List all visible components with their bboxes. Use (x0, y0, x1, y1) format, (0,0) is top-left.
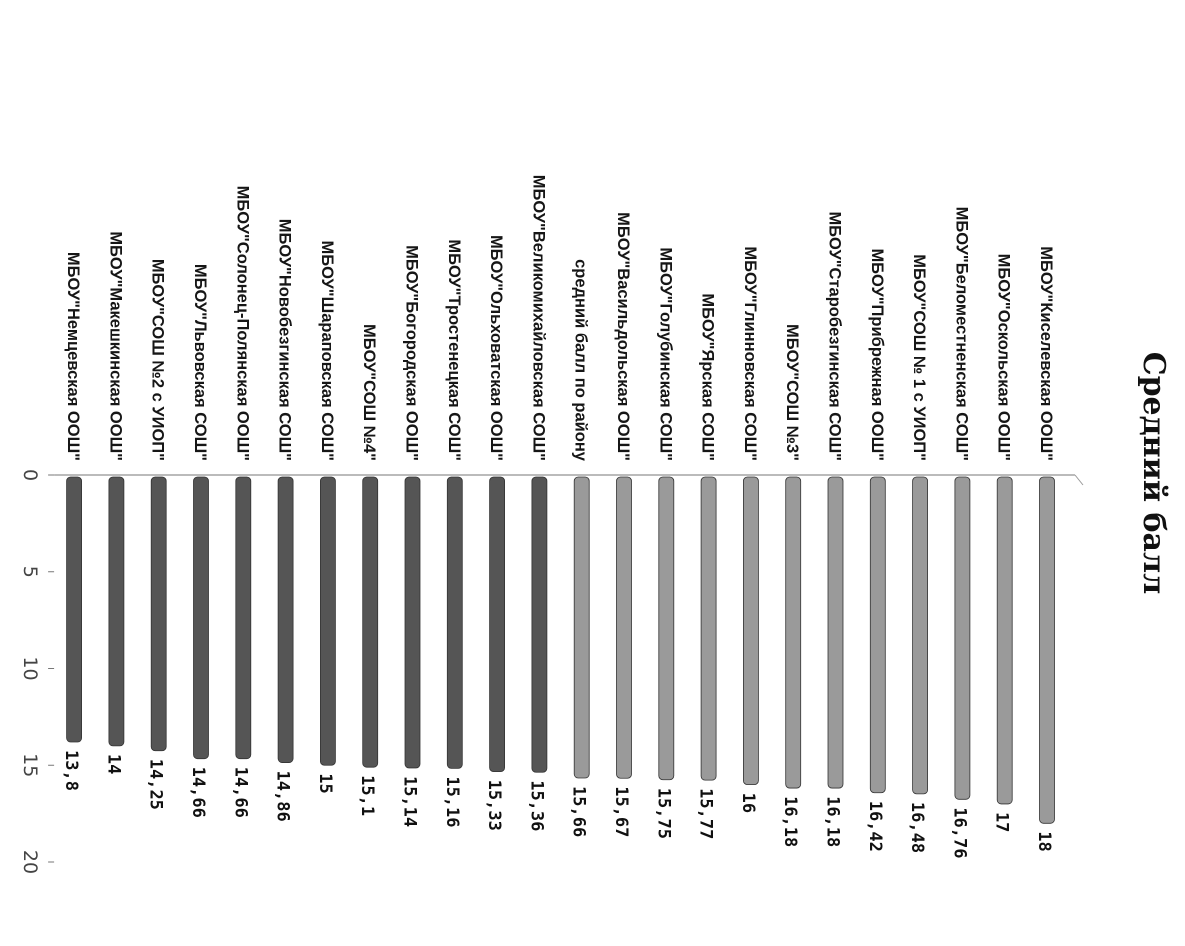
bar (108, 476, 125, 747)
category-label: МБОУ"Оскольская ООШ" (995, 254, 1013, 461)
bar (912, 476, 929, 795)
chart-title: Средний балл (1136, 351, 1171, 595)
category-label: средний балл по району (572, 259, 590, 462)
category-label: МБОУ"Львовская СОШ" (191, 264, 209, 461)
category-label: МБОУ"СОШ №4" (360, 324, 378, 461)
data-label: 14,25 (146, 759, 166, 810)
bar (489, 476, 505, 773)
data-label: 14,86 (273, 771, 293, 822)
category-label: МБОУ"Ольховатская ООШ" (487, 235, 505, 461)
category-label: МБОУ"Великомихайловская СОШ" (529, 175, 547, 461)
bar (1039, 476, 1055, 824)
category-label: МБОУ"Богородская ООШ" (403, 245, 421, 461)
data-label: 15,36 (526, 780, 546, 831)
category-label: МБОУ"Голубинская СОШ" (656, 247, 674, 461)
tick-label: 0 (19, 469, 41, 481)
category-label: МБОУ"СОШ № 1 с УИОП" (910, 254, 928, 461)
bar (235, 476, 252, 760)
category-label: МБОУ"Прибрежная ООШ" (868, 248, 886, 461)
category-label: МБОУ"Новобезгинская СОШ" (276, 219, 294, 461)
category-label: МБОУ"Глинновская СОШ" (741, 246, 759, 461)
bar (869, 476, 886, 794)
bar (150, 476, 167, 752)
category-label: МБОУ"Васильдольская ООШ" (614, 212, 632, 461)
category-label: МБОУ"Макешкинская ООШ" (106, 231, 124, 461)
data-label: 16,76 (949, 807, 969, 858)
bar (193, 476, 209, 760)
data-label: 14 (103, 754, 123, 774)
data-label: 15,75 (653, 788, 673, 839)
data-label: 15,14 (400, 776, 420, 827)
data-label: 15,66 (569, 786, 589, 837)
category-label: МБОУ"Ярская СОШ" (699, 293, 717, 461)
tick-label: 20 (19, 850, 41, 874)
bar (700, 476, 717, 781)
bar (827, 476, 844, 789)
data-label: 15,33 (484, 780, 504, 831)
bar (277, 476, 294, 763)
data-label: 16,18 (823, 796, 843, 847)
bar (742, 476, 759, 786)
bar (573, 476, 590, 779)
bar (66, 476, 82, 743)
bar (616, 476, 632, 779)
data-label: 15,77 (696, 788, 716, 839)
data-label: 15 (315, 773, 335, 793)
axis-3d-edge (1074, 474, 1084, 486)
bar (446, 476, 463, 769)
data-label: 16 (738, 793, 758, 813)
category-label: МБОУ"Киселевская ООШ" (1037, 246, 1055, 461)
tick-label: 10 (19, 656, 41, 680)
tick-label: 5 (19, 566, 41, 578)
category-label: МБОУ"СОШ №2 с УИОП" (149, 259, 167, 461)
data-label: 13,8 (61, 750, 81, 791)
category-label: МБОУ"Беломестненская СОШ" (952, 207, 970, 461)
category-label: МБОУ"Шараповская СОШ" (318, 241, 336, 461)
data-label: 15,16 (442, 776, 462, 827)
category-label: МБОУ"Немцевская ООШ" (64, 252, 82, 461)
bar (404, 476, 421, 769)
bar (531, 476, 548, 773)
data-label: 18 (1034, 831, 1054, 851)
data-label: 14,66 (188, 767, 208, 818)
data-label: 14,66 (230, 767, 250, 818)
category-label: МБОУ"Старобезгинская СОШ" (826, 211, 844, 461)
category-label: МБОУ"Солонец-Полянская ООШ" (233, 186, 251, 461)
bar (785, 476, 802, 789)
bar (954, 476, 971, 800)
data-label: 17 (992, 812, 1012, 832)
bar (996, 476, 1013, 805)
data-label: 16,18 (780, 796, 800, 847)
category-label: МБОУ"Тростенецкая СОШ" (445, 239, 463, 461)
data-label: 16,42 (865, 801, 885, 852)
data-label: 15,1 (357, 775, 377, 816)
bar (658, 476, 675, 781)
data-label: 15,67 (611, 786, 631, 837)
bar (362, 476, 379, 768)
data-label: 16,48 (907, 802, 927, 853)
category-label: МБОУ"СОШ №3" (783, 324, 801, 461)
tick-label: 15 (19, 753, 41, 777)
bar (320, 476, 336, 766)
